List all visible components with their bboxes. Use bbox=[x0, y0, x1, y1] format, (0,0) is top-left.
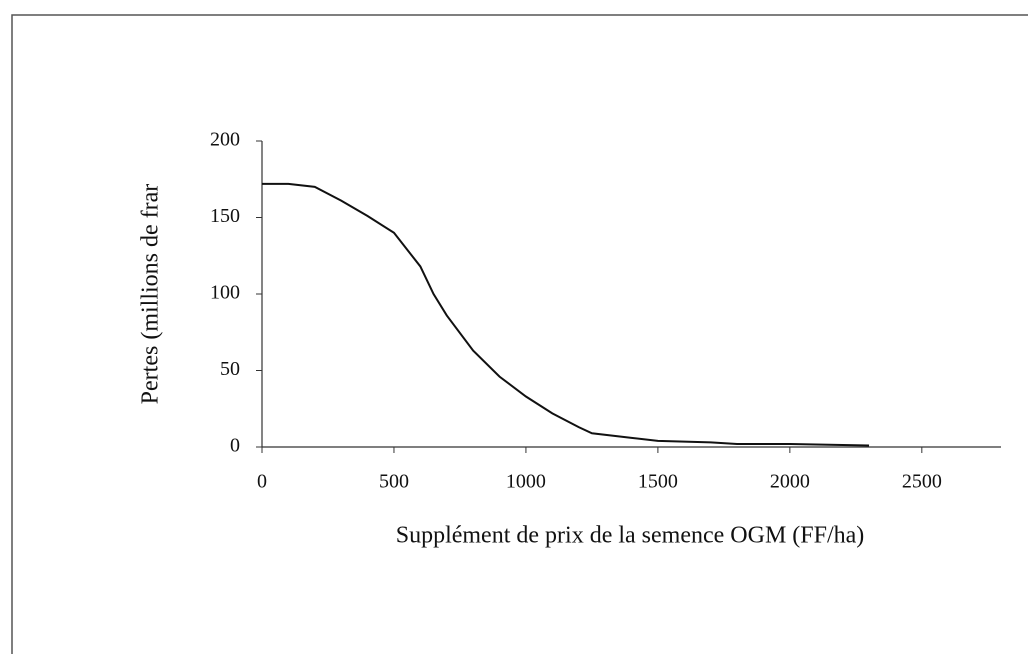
y-tick-label: 100 bbox=[210, 282, 240, 304]
y-tick-label: 200 bbox=[210, 129, 240, 151]
x-tick-label: 2000 bbox=[770, 471, 810, 493]
y-axis-label: Pertes (millions de frar bbox=[138, 184, 164, 405]
y-tick-label: 0 bbox=[230, 435, 240, 457]
x-tick-label: 0 bbox=[257, 471, 267, 493]
x-tick-label: 500 bbox=[379, 471, 409, 493]
x-tick-label: 1000 bbox=[506, 471, 546, 493]
y-tick-label: 50 bbox=[220, 358, 240, 380]
x-tick-label: 1500 bbox=[638, 471, 678, 493]
data-line bbox=[262, 182, 870, 447]
x-axis-label: Supplément de prix de la semence OGM (FF… bbox=[396, 523, 865, 549]
y-tick-label: 150 bbox=[210, 205, 240, 227]
x-tick-label: 2500 bbox=[902, 471, 942, 493]
chart-frame bbox=[11, 14, 1028, 654]
